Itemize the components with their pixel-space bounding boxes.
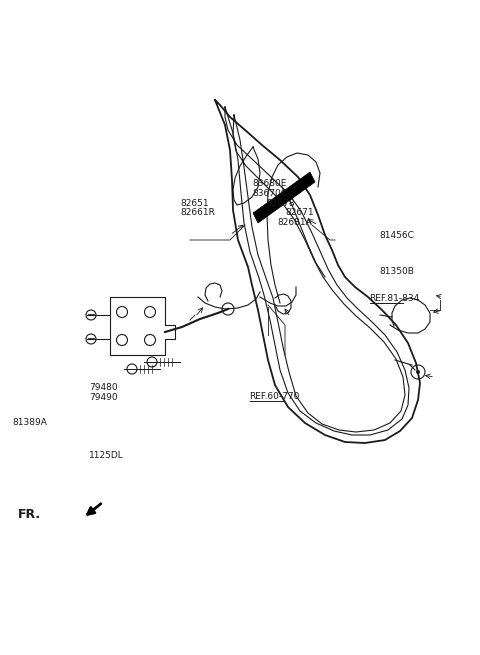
Polygon shape [253,172,315,223]
Circle shape [416,370,420,374]
Text: 79490: 79490 [89,393,118,402]
Text: REF.60-770: REF.60-770 [250,392,300,401]
Text: 83670C: 83670C [252,189,287,198]
Text: 82681A: 82681A [277,218,312,227]
Text: 79480: 79480 [89,383,118,392]
Text: REF.81-834: REF.81-834 [370,293,420,303]
Text: 81456C: 81456C [379,231,414,240]
Text: 81350B: 81350B [379,267,414,276]
Text: 82671: 82671 [286,208,314,217]
Text: 82678: 82678 [266,198,295,208]
Text: 82651: 82651 [180,198,209,208]
Text: 1125DL: 1125DL [89,451,123,460]
Text: 83680E: 83680E [252,179,287,188]
Text: 81389A: 81389A [12,418,47,427]
Text: 82661R: 82661R [180,208,215,217]
Text: FR.: FR. [18,508,41,521]
